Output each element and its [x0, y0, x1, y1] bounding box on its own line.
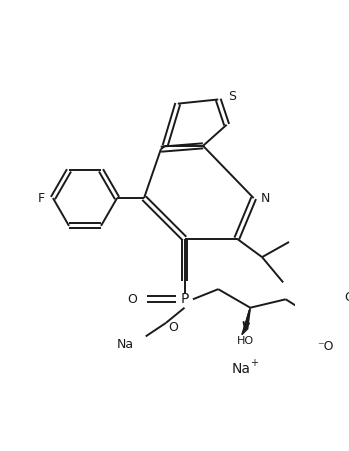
Text: P: P — [180, 292, 189, 306]
Text: +: + — [251, 358, 259, 368]
Text: O: O — [344, 291, 349, 304]
Text: O: O — [168, 322, 178, 335]
Text: F: F — [38, 192, 45, 205]
Text: Na: Na — [117, 338, 134, 351]
Text: HO: HO — [237, 336, 254, 346]
Text: O: O — [127, 293, 137, 306]
Text: Na: Na — [231, 362, 251, 376]
Text: S: S — [228, 90, 236, 102]
Text: ⁻O: ⁻O — [317, 340, 334, 353]
Text: N: N — [261, 192, 270, 205]
Polygon shape — [242, 308, 250, 335]
